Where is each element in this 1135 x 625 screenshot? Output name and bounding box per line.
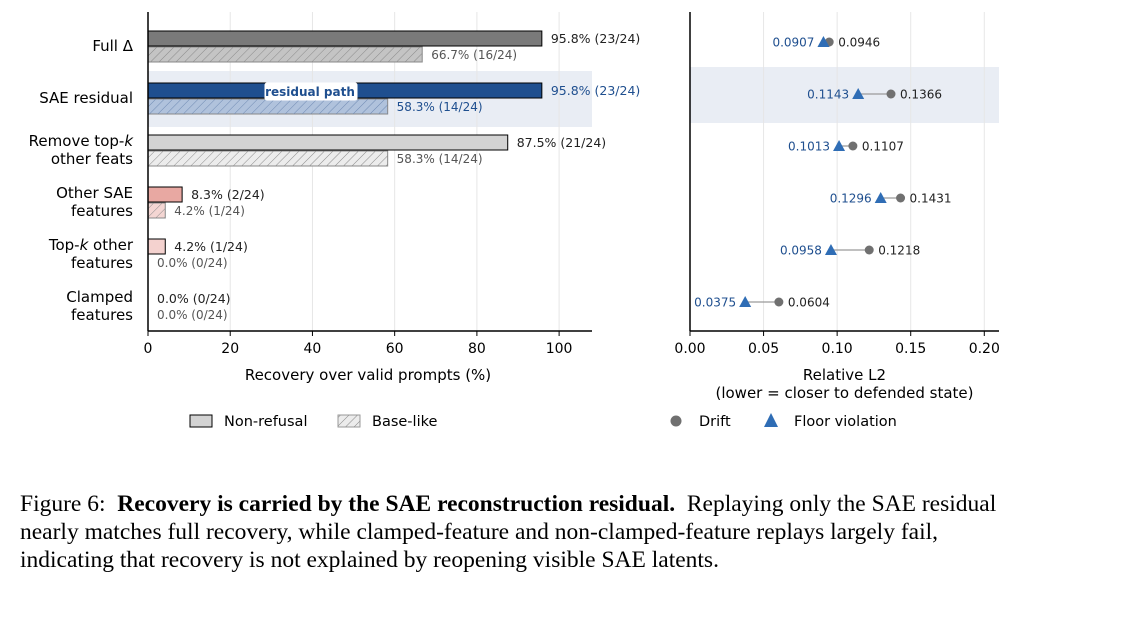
floor-violation-point bbox=[874, 192, 887, 203]
drift-value-label: 0.0604 bbox=[788, 296, 830, 310]
x-axis-label: Recovery over valid prompts (%) bbox=[245, 366, 491, 384]
drift-point bbox=[774, 297, 784, 307]
x-tick-label: 80 bbox=[468, 341, 486, 357]
baselike-value-label: 0.0% (0/24) bbox=[157, 308, 228, 322]
category-label: Clamped bbox=[66, 288, 133, 306]
dumbbell-chart-legend: Drift Floor violation bbox=[670, 413, 897, 430]
x-tick-label: 0.00 bbox=[674, 341, 705, 357]
caption-label: Figure 6: bbox=[20, 491, 106, 517]
x-tick-label: 0.05 bbox=[748, 341, 779, 357]
nonrefusal-value-label: 0.0% (0/24) bbox=[157, 291, 231, 306]
x-tick-label: 0.20 bbox=[969, 341, 1000, 357]
floor-violation-point bbox=[739, 296, 752, 307]
nonrefusal-value-label: 95.8% (23/24) bbox=[551, 31, 640, 46]
baselike-value-label: 66.7% (16/24) bbox=[431, 48, 517, 62]
baselike-bar-hatch bbox=[148, 99, 388, 114]
baselike-value-label: 0.0% (0/24) bbox=[157, 256, 228, 270]
drift-point bbox=[896, 193, 906, 203]
x-tick-label: 0.10 bbox=[822, 341, 853, 357]
legend-marker-floor-violation bbox=[764, 413, 778, 427]
legend-marker-drift bbox=[670, 415, 682, 427]
floor-violation-value-label: 0.1296 bbox=[830, 192, 872, 206]
floor-violation-value-label: 0.1143 bbox=[807, 88, 849, 102]
x-axis-label: Relative L2 bbox=[803, 366, 886, 384]
x-tick-label: 100 bbox=[546, 341, 573, 357]
floor-violation-point bbox=[833, 140, 846, 151]
floor-violation-value-label: 0.0958 bbox=[780, 244, 822, 258]
baselike-value-label: 58.3% (14/24) bbox=[397, 100, 483, 114]
category-label: Remove top-k bbox=[29, 132, 135, 150]
category-label: other feats bbox=[51, 150, 133, 168]
floor-violation-point bbox=[824, 244, 837, 255]
nonrefusal-value-label: 4.2% (1/24) bbox=[174, 239, 248, 254]
nonrefusal-value-label: 87.5% (21/24) bbox=[517, 135, 606, 150]
floor-violation-value-label: 0.0907 bbox=[772, 36, 814, 50]
x-axis-sublabel: (lower = closer to defended state) bbox=[715, 384, 973, 402]
legend-label-drift: Drift bbox=[699, 414, 731, 430]
x-tick-label: 0.15 bbox=[895, 341, 926, 357]
highlight-band-row bbox=[690, 67, 999, 123]
nonrefusal-bar bbox=[147, 186, 183, 203]
baselike-bar-hatch bbox=[148, 47, 423, 62]
caption-text: Replaying only the SAE residual nearly m… bbox=[20, 491, 997, 573]
drift-value-label: 0.1431 bbox=[910, 192, 952, 206]
caption-title: Recovery is carried by the SAE reconstru… bbox=[117, 491, 676, 517]
category-label: features bbox=[71, 306, 133, 324]
category-label: features bbox=[71, 254, 133, 272]
figure: 95.8% (23/24) 66.7% (16/24) Full Δ 95.8% (2… bbox=[28, 12, 1000, 430]
drift-value-label: 0.1107 bbox=[862, 140, 904, 154]
category-label: Full Δ bbox=[92, 37, 133, 55]
x-tick-label: 20 bbox=[221, 341, 239, 357]
baselike-bar-hatch bbox=[148, 203, 166, 218]
x-tick-label: 60 bbox=[386, 341, 404, 357]
legend-label-nonrefusal: Non-refusal bbox=[224, 414, 307, 430]
residual-path-annotation: residual path bbox=[265, 85, 355, 99]
residual-path-annotation-box bbox=[264, 82, 358, 101]
drift-value-label: 0.1366 bbox=[900, 88, 942, 102]
relative-l2-dumbbell-chart: 0.0946 0.0907 0.1366 0.1143 0.1107 0.1013 0.14… bbox=[674, 12, 1000, 402]
baselike-bar-hatch bbox=[148, 151, 388, 166]
floor-violation-point bbox=[817, 36, 830, 47]
nonrefusal-bar bbox=[147, 238, 166, 255]
x-tick-label: 40 bbox=[304, 341, 322, 357]
baselike-value-label: 58.3% (14/24) bbox=[397, 152, 483, 166]
recovery-bar-chart: 95.8% (23/24) 66.7% (16/24) Full Δ 95.8% (2… bbox=[29, 12, 640, 384]
legend-swatch-nonrefusal bbox=[189, 414, 213, 428]
legend-label-baselike: Base-like bbox=[372, 414, 437, 430]
nonrefusal-bar bbox=[147, 134, 509, 151]
drift-point bbox=[886, 89, 896, 99]
drift-value-label: 0.0946 bbox=[838, 36, 880, 50]
category-label: Other SAE bbox=[56, 184, 133, 202]
drift-point bbox=[848, 141, 858, 151]
legend-label-floor-violation: Floor violation bbox=[794, 414, 897, 430]
x-tick-label: 0 bbox=[144, 341, 153, 357]
category-label: Top-k other bbox=[48, 236, 134, 254]
nonrefusal-value-label: 95.8% (23/24) bbox=[551, 83, 640, 98]
figure-caption: Figure 6: Recovery is carried by the SAE… bbox=[20, 490, 1020, 574]
baselike-value-label: 4.2% (1/24) bbox=[174, 204, 245, 218]
nonrefusal-bar bbox=[147, 30, 543, 47]
category-label: SAE residual bbox=[39, 89, 133, 107]
category-label: features bbox=[71, 202, 133, 220]
floor-violation-point bbox=[852, 88, 865, 99]
legend-swatch-baselike-hatch bbox=[338, 415, 360, 427]
bar-chart-legend: Non-refusal Base-like bbox=[189, 414, 437, 430]
floor-violation-value-label: 0.0375 bbox=[694, 296, 736, 310]
floor-violation-value-label: 0.1013 bbox=[788, 140, 830, 154]
nonrefusal-value-label: 8.3% (2/24) bbox=[191, 187, 265, 202]
drift-point bbox=[864, 245, 874, 255]
drift-value-label: 0.1218 bbox=[878, 244, 920, 258]
